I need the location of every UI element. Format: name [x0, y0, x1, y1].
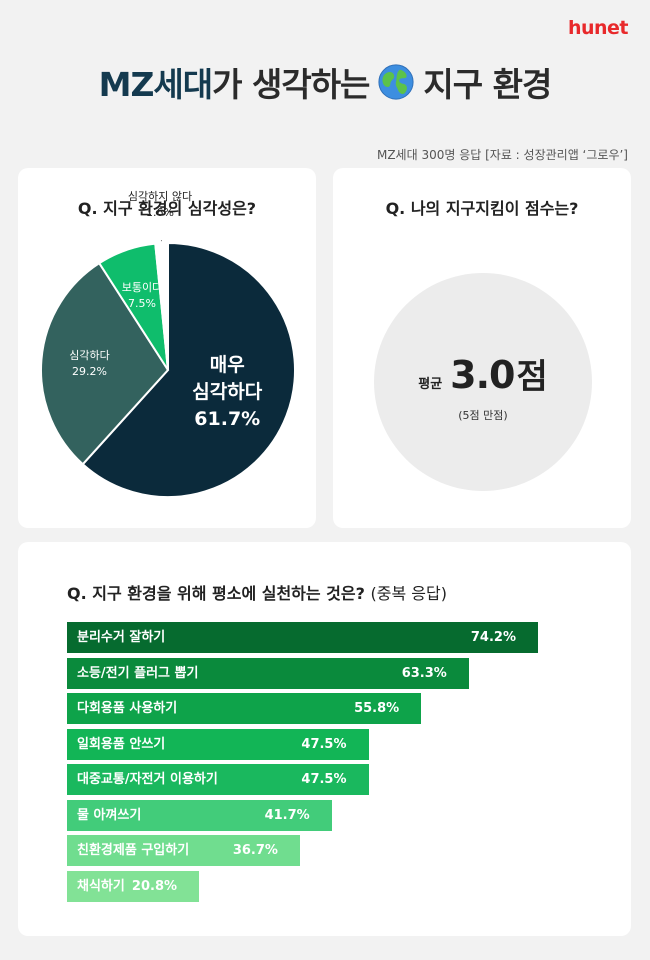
bar: 대중교통/자전거 이용하기 47.5%: [67, 764, 369, 795]
pie-label-line: 심각하지 않다: [127, 190, 193, 204]
score-row: 평균 3.0 점: [374, 349, 592, 398]
title-accent: MZ세대: [98, 65, 213, 104]
bar-value-label: 47.5%: [301, 772, 347, 787]
score-question: Q. 나의 지구지킴이 점수는?: [385, 199, 579, 218]
bar: 분리수거 잘하기 74.2%: [67, 622, 538, 653]
pie-question: Q. 지구 환경의 심각성은?: [77, 199, 257, 218]
bar-category-label: 채식하기: [77, 878, 125, 894]
bar-value-label: 41.7%: [264, 807, 310, 823]
title-text-2: 지구 환경: [423, 65, 552, 104]
bar: 소등/전기 플러그 뽑기 63.3%: [67, 657, 469, 689]
pie-slice: [81, 241, 296, 498]
bar-category-label: 일회용품 안쓰기: [77, 736, 166, 752]
pie-label-line: 61.7%: [194, 408, 261, 431]
pie-label-line: 29.2%: [72, 364, 107, 378]
score-value: 3.0: [450, 353, 515, 397]
score-note: (5점 만점): [458, 409, 508, 422]
title-text-1: 가 생각하는: [212, 65, 370, 104]
bar-category-label: 대중교통/자전거 이용하기: [77, 772, 218, 787]
bar-category-label: 다회용품 사용하기: [77, 701, 178, 716]
bar: 채식하기 20.8%: [67, 870, 200, 902]
pie-label-line: 심각하다: [69, 348, 110, 362]
bar-value-label: 47.5%: [301, 736, 347, 752]
score-circle: 평균 3.0 점 (5점 만점): [374, 273, 592, 491]
pie-slice: [154, 241, 169, 371]
bar: 친환경제품 구입하기 36.7%: [67, 835, 300, 866]
bar-category-label: 물 아껴쓰기: [77, 807, 142, 823]
bar: 다회용품 사용하기 55.8%: [67, 693, 422, 724]
pie-label-line: 매우: [209, 354, 245, 377]
bar-question-suffix: (중복 응답): [370, 584, 447, 603]
bar-value-label: 63.3%: [401, 665, 447, 681]
bar-category-label: 분리수거 잘하기: [77, 630, 166, 645]
bar-value-label: 74.2%: [470, 630, 516, 645]
bar-value-label: 20.8%: [131, 878, 178, 894]
pie-label-line: 보통이다: [121, 280, 163, 294]
score-prefix: 평균: [418, 377, 443, 392]
pie-leader-line: [160, 231, 162, 242]
bar-value-label: 55.8%: [354, 701, 400, 716]
pie-label-line: 7.5%: [128, 296, 156, 310]
bar: 일회용품 안쓰기 47.5%: [67, 728, 369, 760]
bar-question-text: Q. 지구 환경을 위해 평소에 실천하는 것은?: [67, 584, 365, 603]
pie-label-line: 1.6%: [146, 206, 174, 220]
pie-chart: 매우 심각하다 61.7% 심각하다 29.2% 보통이다 7.5% 심각하지 않다 1.6%: [38, 190, 298, 500]
pie-slice: [40, 261, 170, 466]
pie-label-line: 심각하다: [192, 381, 263, 404]
pie-label: 심각하지 않다 1.6%: [115, 189, 205, 221]
pie-label: 보통이다 7.5%: [97, 280, 187, 312]
globe-icon: [378, 64, 414, 100]
bar-value-label: 36.7%: [232, 843, 278, 858]
bar-question: Q. 지구 환경을 위해 평소에 실천하는 것은? (중복 응답): [67, 580, 447, 604]
page-title: MZ세대 가 생각하는 지구 환경: [0, 58, 650, 106]
bar-category-label: 소등/전기 플러그 뽑기: [77, 665, 199, 681]
pie-label: 심각하다 29.2%: [45, 348, 135, 380]
score-unit: 점: [516, 357, 548, 397]
hunet-logo: hunet: [567, 17, 629, 39]
bar: 물 아껴쓰기 41.7%: [67, 799, 332, 831]
bar-category-label: 친환경제품 구입하기: [77, 843, 190, 858]
pie-svg: [40, 231, 296, 498]
source-note: MZ세대 300명 응답 [자료 : 성장관리앱 ‘그로우’]: [376, 148, 628, 162]
